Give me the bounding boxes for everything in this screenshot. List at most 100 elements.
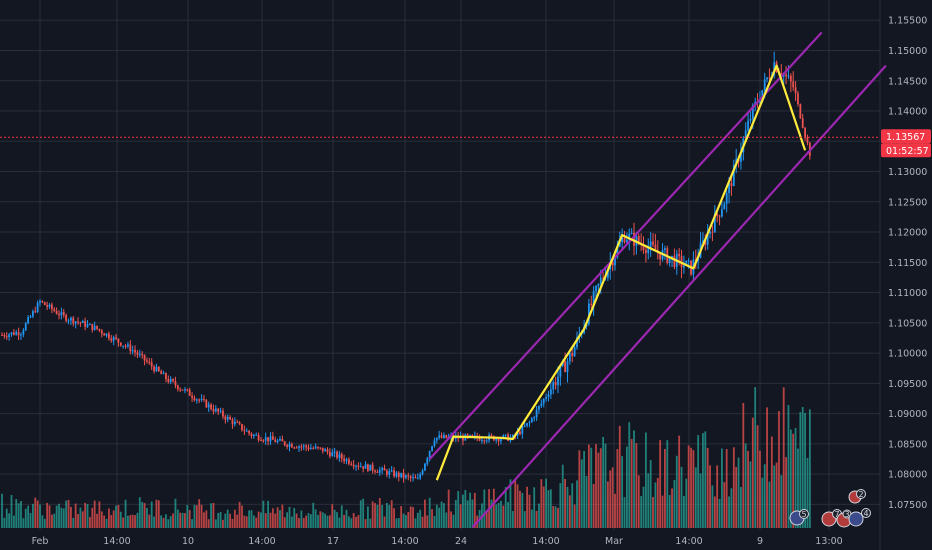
price-tick-label: 1.12500 (888, 197, 927, 208)
volume-bar (787, 405, 790, 528)
volume-bar (17, 503, 20, 528)
candle-body (421, 470, 424, 475)
candle-body (250, 433, 253, 437)
volume-bar (490, 499, 493, 528)
volume-bar (381, 505, 384, 528)
volume-bar (269, 512, 272, 528)
candle-body (271, 436, 274, 440)
volume-bar (549, 489, 552, 528)
volume-bar (597, 452, 600, 528)
candle-body (649, 241, 652, 248)
event-marker[interactable]: 5 (789, 509, 809, 526)
candle-body (77, 321, 79, 323)
candle-body (276, 440, 279, 443)
candle-body (3, 334, 6, 337)
volume-bar (326, 515, 329, 528)
volume-bar (103, 515, 106, 528)
candle-body (174, 381, 177, 386)
countdown-label: 01:52:57 (886, 146, 929, 157)
price-channel (428, 31, 887, 529)
candle-body (350, 463, 353, 465)
economic-events[interactable]: 5 7 3 4 2 (789, 489, 871, 528)
candle-body (554, 382, 557, 386)
event-marker[interactable]: 4 (848, 508, 871, 527)
candle-body (664, 248, 666, 250)
volume-bar (740, 487, 742, 528)
volume-bar (165, 514, 167, 528)
volume-bar (794, 428, 797, 528)
volume-bar (155, 499, 158, 528)
candle-body (549, 389, 552, 395)
volume-bar (3, 517, 6, 528)
volume-bar (528, 494, 531, 528)
volume-bar (469, 492, 471, 528)
event-marker[interactable]: 2 (848, 489, 866, 504)
time-axis[interactable]: Feb 14:00 10 14:00 17 14:00 24 14:00 Mar 14:00 9 13… (32, 536, 843, 547)
volume-bar (801, 406, 804, 528)
candle-body (236, 421, 239, 423)
volume-bar (60, 507, 63, 528)
price-tick-label: 1.14500 (888, 76, 927, 87)
flag-icon[interactable] (848, 511, 864, 527)
volume-bar (20, 500, 22, 528)
candle-body (473, 435, 476, 437)
volume-bar (34, 497, 37, 528)
volume-bar (338, 517, 341, 528)
candle-body (260, 439, 262, 441)
volume-bar (566, 486, 569, 528)
candle-body (326, 449, 329, 452)
volume-bar (222, 519, 224, 528)
candle-body (233, 421, 236, 425)
volume-bar (371, 501, 374, 528)
volume-bar (39, 504, 41, 528)
candle-body (642, 244, 645, 251)
candle-body (519, 431, 521, 435)
time-tick-label: 14:00 (532, 536, 559, 547)
volume-bar (416, 512, 419, 528)
candle-body (305, 445, 308, 448)
volume-bar (642, 486, 645, 528)
volume-bar (219, 511, 222, 528)
candle-body (602, 277, 605, 279)
volume-bar (179, 512, 182, 528)
candle-body (357, 465, 360, 467)
volume-bar (362, 498, 365, 528)
current-price-badge-bg (881, 129, 931, 144)
volume-bar (172, 513, 174, 528)
candle-body (630, 232, 633, 234)
volume-bar (312, 502, 315, 528)
candle-body (117, 338, 120, 343)
candle-body (438, 435, 441, 438)
candle-body (542, 399, 545, 404)
price-tick-label: 1.08000 (888, 470, 927, 481)
candle-body (369, 464, 372, 471)
candle-body (433, 440, 436, 447)
volume-bar (100, 511, 103, 528)
candle-body (478, 437, 481, 441)
candle-body (309, 448, 312, 450)
volume-bar (367, 506, 369, 528)
volume-bar (58, 503, 60, 528)
volume-bar (664, 448, 666, 528)
volume-bar (716, 465, 719, 528)
candle-body (364, 464, 367, 469)
candle-body (60, 312, 63, 316)
time-tick-label: Feb (32, 536, 49, 547)
candle-body (683, 265, 685, 268)
candle-body (241, 424, 243, 431)
volume-bar (635, 443, 638, 528)
candle-body (214, 408, 217, 412)
candle-body (136, 352, 139, 355)
volume-bar (694, 467, 697, 528)
candle-body (176, 385, 179, 390)
candle-body (298, 446, 300, 449)
volume-bar (806, 457, 809, 528)
candle-body (611, 262, 614, 266)
volume-bar (678, 435, 681, 528)
time-tick-label: 17 (327, 536, 339, 547)
volume-bar (614, 493, 616, 528)
volume-bar (697, 435, 700, 528)
candle-body (671, 255, 673, 258)
candle-body (122, 345, 125, 347)
